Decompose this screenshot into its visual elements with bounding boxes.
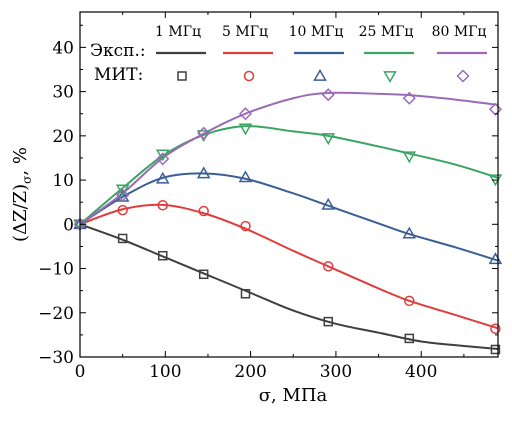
x-tick-label: 0 [75, 362, 86, 382]
axes: 0 100 200 300 400 −30 −20 −10 0 10 20 30 40 [38, 11, 499, 382]
axis-titles: σ, МПа (ΔZ/Z)σ, % [10, 147, 328, 406]
model-point-3-5 [238, 170, 253, 183]
model-point-1-5 [240, 289, 251, 299]
model-point-5-2 [116, 188, 130, 202]
x-tick-label: 200 [234, 362, 266, 382]
legend: Эксп.: МИТ: 1 МГц 5 МГц 10 МГц 25 МГц 80 МГц [90, 24, 487, 85]
y-tick-label: −20 [38, 304, 74, 324]
model-point-4-7 [402, 151, 417, 164]
y-axis-title: (ΔZ/Z)σ, % [10, 147, 34, 242]
model-point-1-6 [323, 316, 333, 327]
model-point-2-2 [117, 204, 128, 216]
model-point-4-5 [238, 123, 253, 136]
plot-frame [79, 11, 499, 358]
model-point-5-6 [321, 88, 335, 102]
legend-marker-4 [383, 71, 397, 84]
model-point-1-8 [490, 344, 501, 355]
y-tick-label: 0 [63, 215, 74, 235]
legend-series-name: 80 МГц [432, 24, 487, 40]
series-line-1 [80, 223, 498, 351]
series-line-2 [80, 203, 498, 330]
model-point-4-6 [321, 133, 336, 146]
model-point-2-3 [157, 200, 168, 211]
model-point-4-2 [115, 184, 130, 197]
model-point-5-5 [238, 107, 253, 121]
model-point-5-8 [488, 102, 503, 116]
series-line-4 [80, 125, 498, 226]
series-line-3 [80, 172, 498, 262]
y-axis-title-unit: , % [10, 147, 31, 176]
model-point-5-3 [156, 152, 170, 166]
plot-area [73, 88, 503, 355]
model-point-5-4 [197, 126, 211, 140]
model-point-1-3 [157, 250, 168, 261]
x-tick-label: 400 [405, 362, 437, 382]
model-point-2-4 [198, 205, 209, 217]
legend-series-name: 25 МГц [359, 24, 414, 40]
x-tick-label: 100 [149, 362, 181, 382]
y-tick-label: 10 [52, 171, 74, 191]
model-point-2-6 [322, 261, 334, 272]
model-point-1-4 [198, 269, 209, 280]
legend-experiment-label: Эксп.: [90, 41, 146, 61]
x-axis-title: σ, МПа [259, 385, 328, 406]
y-tick-label: −30 [38, 348, 74, 368]
x-tick-label: 300 [320, 362, 352, 382]
y-tick-label: 30 [52, 83, 74, 103]
legend-model-label: МИТ: [94, 65, 143, 85]
model-point-2-7 [404, 295, 415, 307]
series-lines [80, 91, 498, 351]
y-axis-title-subscript: σ [20, 176, 34, 184]
legend-marker-1 [177, 71, 187, 81]
model-point-2-5 [240, 220, 251, 232]
legend-marker-2 [243, 70, 255, 82]
y-tick-label: −10 [38, 260, 74, 280]
model-point-3-4 [196, 166, 211, 179]
model-markers [73, 88, 503, 355]
legend-marker-3 [313, 68, 327, 81]
series-line-5 [80, 91, 498, 226]
model-point-2-8 [490, 323, 501, 334]
model-point-1-7 [404, 333, 415, 344]
model-point-5-7 [402, 91, 416, 105]
legend-series-name: 1 МГц [155, 24, 201, 40]
legend-series-name: 10 МГц [289, 24, 344, 40]
model-point-1-2 [117, 233, 128, 244]
y-axis-title-main: (ΔZ/Z) [10, 184, 31, 242]
model-point-3-6 [321, 197, 336, 210]
model-point-3-3 [155, 171, 170, 184]
legend-series-name: 5 МГц [222, 24, 268, 40]
y-tick-label: 40 [52, 38, 74, 58]
legend-marker-5 [456, 69, 470, 83]
y-tick-label: 20 [52, 127, 74, 147]
model-point-3-7 [402, 226, 417, 239]
